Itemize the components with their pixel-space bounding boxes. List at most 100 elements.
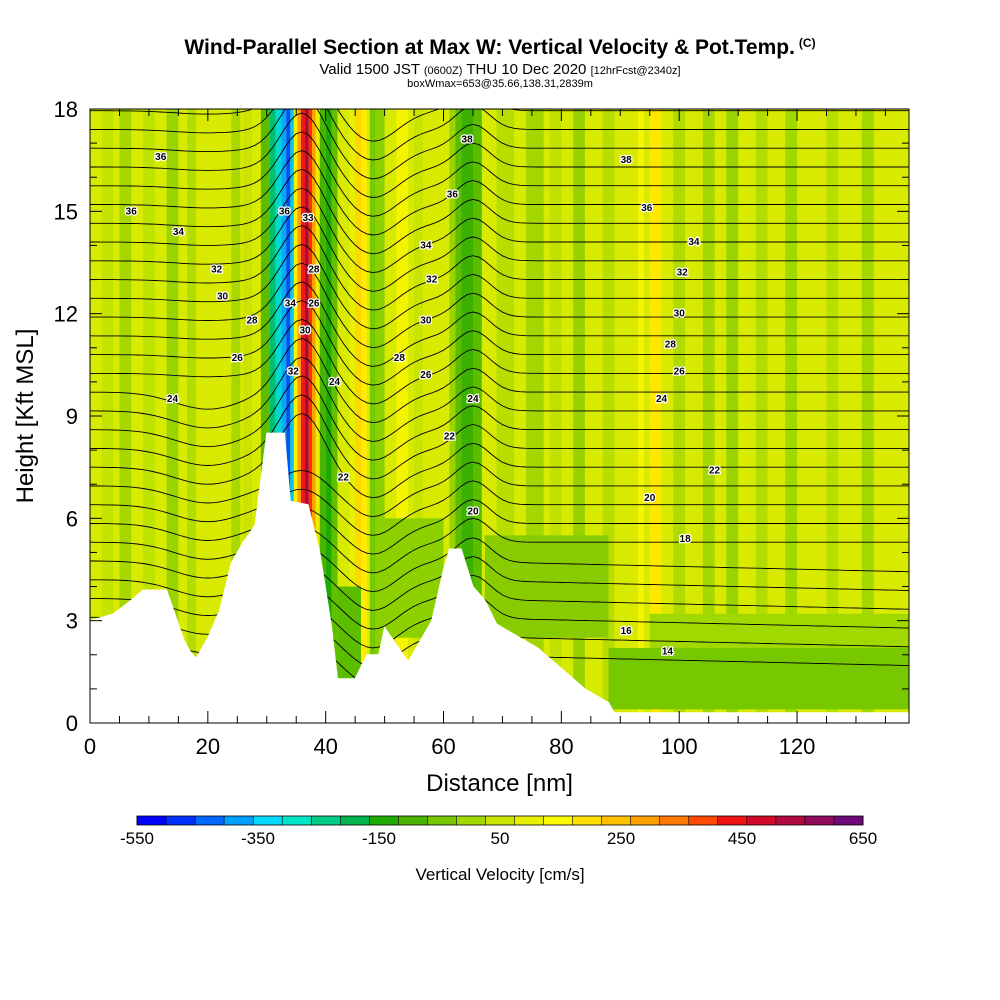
theta-contour	[90, 131, 909, 217]
colorbar-swatch	[485, 816, 516, 825]
velocity-patch	[608, 647, 909, 710]
velocity-band	[187, 109, 197, 723]
colorbar-swatch	[195, 816, 225, 825]
velocity-band	[673, 109, 686, 723]
colorbar-swatch	[369, 816, 399, 825]
theta-contour	[90, 187, 909, 274]
valid-time: Valid 1500 JST	[319, 61, 420, 78]
velocity-band	[290, 109, 294, 723]
theta-contour	[90, 356, 909, 442]
colorbar-swatch	[543, 816, 574, 825]
colorbar-swatch	[311, 816, 341, 825]
colorbar-swatch	[340, 816, 370, 825]
contour-label: 22	[338, 472, 350, 483]
contour-label: 38	[462, 135, 474, 146]
velocity-band	[449, 109, 456, 723]
contour-label: 36	[126, 206, 138, 217]
contour-label: 32	[677, 268, 689, 279]
theta-contour	[90, 109, 909, 180]
colorbar-swatch	[630, 816, 661, 825]
contour-label: 24	[656, 394, 668, 405]
contour-label: 32	[211, 264, 223, 275]
y-axis-label: Height [Kft MSL]	[12, 329, 39, 504]
theta-contour	[90, 281, 909, 367]
colorbar-swatch	[427, 816, 457, 825]
contour-label: 28	[246, 315, 258, 326]
theta-contour	[90, 537, 909, 593]
colorbar-swatch	[775, 816, 806, 825]
theta-contour	[90, 394, 909, 480]
velocity-band	[755, 109, 768, 723]
velocity-band	[602, 109, 615, 723]
contour-label: 16	[621, 626, 633, 637]
contour-label: 20	[644, 493, 656, 504]
velocity-band	[361, 109, 367, 723]
contour-label: 34	[173, 227, 185, 238]
velocity-patch	[649, 613, 909, 648]
chart-title-text: Wind-Parallel Section at Max W: Vertical…	[184, 36, 795, 59]
velocity-band	[861, 109, 874, 723]
colorbar-swatch	[601, 816, 632, 825]
contour-label: 22	[444, 431, 456, 442]
x-axis: 0 20 40 60 80 100 120	[84, 109, 886, 759]
colorbar-swatch	[717, 816, 748, 825]
y-tick-label: 18	[54, 97, 78, 122]
velocity-band	[243, 109, 253, 723]
contour-label: 38	[621, 155, 633, 166]
contour-label: 33	[302, 213, 314, 224]
colorbar-swatch	[659, 816, 690, 825]
colorbar-tick-label: -150	[362, 829, 396, 848]
theta-contour	[90, 262, 909, 349]
theta-contour	[90, 375, 909, 461]
y-tick-label: 15	[54, 199, 78, 224]
contour-label: 34	[285, 298, 297, 309]
colorbar-swatch	[282, 816, 312, 825]
velocity-band	[375, 109, 385, 723]
velocity-band	[455, 109, 462, 723]
theta-contour	[90, 318, 909, 405]
velocity-band	[702, 109, 715, 723]
velocity-field	[90, 109, 909, 723]
colorbar-swatch	[746, 816, 777, 825]
colorbar-label: Vertical Velocity [cm/s]	[415, 865, 584, 884]
contour-label: 28	[394, 353, 406, 364]
x-tick-label: 60	[431, 734, 455, 759]
colorbar-swatch	[572, 816, 603, 825]
velocity-patch	[337, 586, 362, 679]
x-tick-label: 40	[313, 734, 337, 759]
velocity-band	[472, 109, 482, 723]
theta-contour	[90, 206, 909, 292]
forecast-info: [12hrFcst@2340z]	[590, 65, 681, 77]
y-tick-label: 6	[66, 506, 78, 531]
contour-label: 36	[279, 206, 291, 217]
x-tick-label: 20	[196, 734, 220, 759]
contour-label: 28	[308, 264, 320, 275]
colorbar-tick-label: 650	[849, 829, 877, 848]
boxwmax-info: boxWmax=653@35.66,138.31,2839m	[407, 78, 593, 90]
colorbar-swatch	[688, 816, 719, 825]
colorbar-swatch	[804, 816, 835, 825]
copyright-mark: (C)	[798, 36, 816, 50]
contour-label: 34	[420, 240, 432, 251]
valid-date: THU 10 Dec 2020	[466, 61, 587, 78]
contour-label: 26	[308, 298, 320, 309]
colorbar-swatch	[253, 816, 283, 825]
valid-zulu: (0600Z)	[423, 65, 463, 77]
velocity-band	[315, 109, 320, 723]
velocity-band	[726, 109, 739, 723]
theta-contour	[90, 109, 909, 161]
theta-contour	[90, 112, 909, 198]
theta-contour	[90, 499, 909, 555]
velocity-band	[300, 109, 306, 723]
colorbar-swatch	[166, 816, 196, 825]
velocity-band	[826, 109, 839, 723]
velocity-band	[396, 109, 409, 723]
contour-label: 30	[420, 315, 432, 326]
contour-label: 28	[665, 339, 677, 350]
velocity-band	[319, 109, 326, 723]
velocity-band	[308, 109, 313, 723]
colorbar-tick-label: -550	[120, 829, 154, 848]
velocity-band	[275, 109, 282, 723]
x-tick-label: 0	[84, 734, 96, 759]
